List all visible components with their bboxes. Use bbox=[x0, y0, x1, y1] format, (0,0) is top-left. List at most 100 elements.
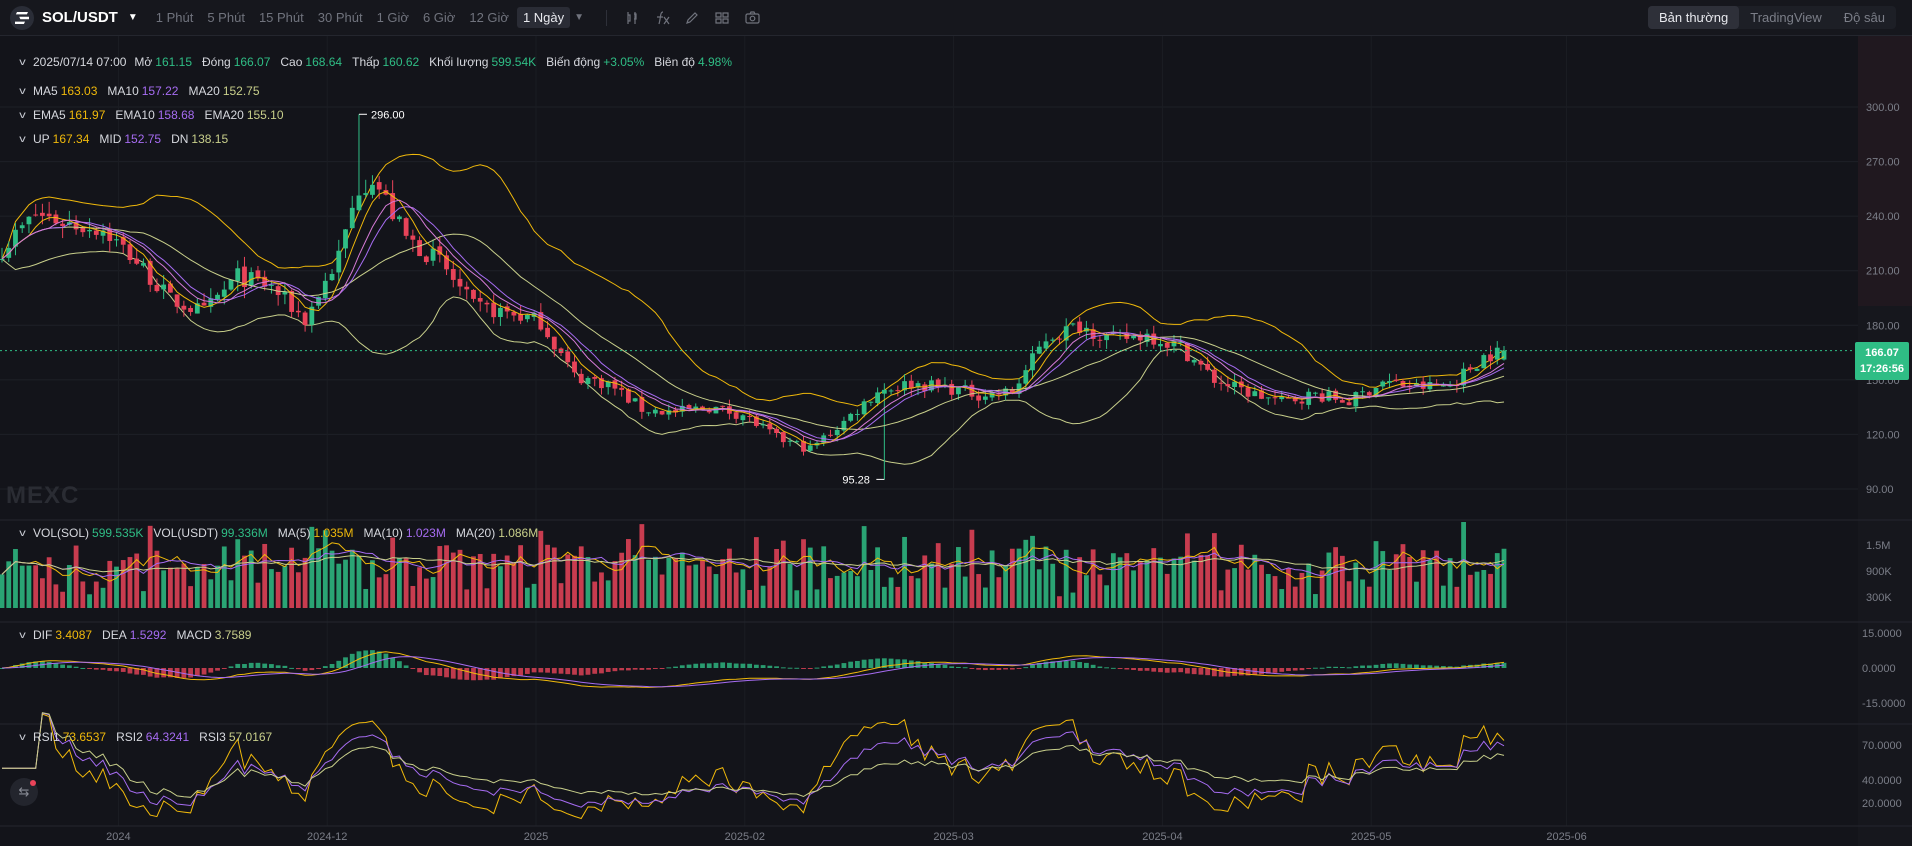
volume-bar bbox=[1306, 563, 1312, 608]
macd-histogram-bar bbox=[679, 665, 685, 668]
pair-dropdown-icon[interactable]: ▼ bbox=[127, 12, 138, 23]
candle-body bbox=[19, 225, 25, 229]
macd-histogram-bar bbox=[592, 668, 598, 674]
macd-histogram-bar bbox=[666, 667, 672, 669]
volume-bar bbox=[73, 545, 79, 608]
volume-bar bbox=[1488, 573, 1493, 608]
macd-histogram-bar bbox=[93, 668, 99, 670]
candle-body bbox=[625, 389, 631, 403]
macd-histogram-bar bbox=[141, 668, 146, 675]
price-tick-label: 300.00 bbox=[1866, 102, 1900, 114]
boll-up-label: UP bbox=[33, 132, 50, 146]
pair-selector[interactable]: SOL/USDT bbox=[42, 9, 118, 26]
boll-collapse-chevron-icon[interactable]: v bbox=[19, 133, 26, 145]
candle-body bbox=[316, 296, 321, 306]
macd-collapse-chevron-icon[interactable]: v bbox=[19, 629, 26, 641]
volume-bar bbox=[107, 560, 113, 608]
macd-histogram-bar bbox=[1131, 668, 1136, 671]
volume-bar bbox=[1131, 570, 1136, 608]
rsi2-label: RSI2 bbox=[116, 730, 143, 744]
macd-histogram-bar bbox=[524, 668, 530, 674]
volume-bar bbox=[370, 560, 375, 608]
volume-bar bbox=[619, 552, 625, 608]
timeframe-12h[interactable]: 12 Giờ bbox=[469, 10, 509, 25]
boll-mid-label: MID bbox=[99, 132, 122, 146]
candle-body bbox=[1232, 381, 1237, 388]
candle-body bbox=[861, 401, 867, 415]
vol-ma10-label: MA(10) bbox=[363, 526, 403, 540]
macd-histogram-bar bbox=[565, 668, 571, 675]
volume-bar bbox=[1252, 554, 1258, 608]
volume-bar bbox=[40, 578, 45, 608]
vol-collapse-chevron-icon[interactable]: v bbox=[19, 527, 26, 539]
volume-bar bbox=[1171, 558, 1177, 608]
view-depth[interactable]: Độ sâu bbox=[1843, 10, 1885, 25]
change-value: +3.05% bbox=[603, 55, 645, 69]
candle-body bbox=[976, 395, 982, 401]
change-label: Biến động bbox=[546, 55, 601, 69]
candle-body bbox=[1380, 381, 1386, 387]
candle-body bbox=[295, 310, 301, 313]
draw-pencil-icon[interactable] bbox=[677, 6, 707, 30]
macd-histogram-bar bbox=[1387, 663, 1392, 668]
macd-histogram-bar bbox=[605, 668, 611, 672]
rsi-collapse-chevron-icon[interactable]: v bbox=[19, 731, 26, 743]
macd-histogram-bar bbox=[875, 658, 881, 668]
timeframe-6h[interactable]: 6 Giờ bbox=[422, 10, 456, 25]
timeframe-dropdown-icon[interactable]: ▼ bbox=[574, 12, 585, 23]
timeframe-30m[interactable]: 30 Phút bbox=[317, 10, 363, 25]
volume-bar bbox=[659, 574, 665, 608]
macd-histogram-bar bbox=[403, 665, 409, 668]
candle-body bbox=[679, 405, 685, 412]
macd-histogram-bar bbox=[1427, 665, 1433, 668]
view-normal[interactable]: Bản thường bbox=[1647, 6, 1740, 29]
candlestick-chart[interactable]: 300.00270.00240.00210.00180.00150.00120.… bbox=[0, 36, 1912, 846]
macd-histogram-bar bbox=[1151, 668, 1157, 672]
layout-grid-icon[interactable] bbox=[707, 6, 737, 30]
view-tradingview[interactable]: TradingView bbox=[1750, 10, 1822, 25]
timeframe-15m[interactable]: 15 Phút bbox=[258, 10, 304, 25]
macd-histogram-bar bbox=[881, 658, 887, 668]
candle-body bbox=[787, 440, 793, 442]
volume-bar bbox=[53, 584, 59, 608]
candle-body bbox=[477, 298, 483, 302]
ma-collapse-chevron-icon[interactable]: v bbox=[19, 85, 26, 97]
candle-body bbox=[646, 412, 652, 414]
volume-bar bbox=[343, 559, 348, 608]
volume-bar bbox=[423, 578, 429, 608]
collapse-chevron-icon[interactable]: v bbox=[19, 56, 26, 68]
volume-bar bbox=[996, 577, 1002, 608]
candle-type-icon[interactable] bbox=[617, 6, 647, 30]
candle-body bbox=[659, 410, 665, 415]
mini-tools-button[interactable]: ⇆ bbox=[10, 778, 38, 806]
macd-value: 3.7589 bbox=[214, 628, 252, 642]
camera-snapshot-icon[interactable] bbox=[737, 6, 767, 30]
macd-histogram-bar bbox=[854, 660, 860, 668]
candle-body bbox=[1097, 339, 1103, 341]
volume-bar bbox=[147, 525, 153, 608]
vol-sol-value: 599.535K bbox=[92, 526, 144, 540]
boll-dn-value: 138.15 bbox=[191, 132, 229, 146]
open-label: Mở bbox=[134, 55, 153, 69]
volume-bar bbox=[949, 563, 955, 608]
volume-bar bbox=[349, 549, 355, 608]
timeframe-1d[interactable]: 1 Ngày bbox=[516, 7, 571, 28]
volume-bar bbox=[1164, 573, 1170, 608]
macd-histogram-bar bbox=[80, 667, 86, 669]
volume-bar bbox=[1414, 581, 1419, 608]
volume-bar bbox=[578, 546, 584, 608]
timeframe-1h[interactable]: 1 Giờ bbox=[376, 10, 409, 25]
candle-body bbox=[1191, 359, 1197, 363]
timeframe-5m[interactable]: 5 Phút bbox=[207, 10, 245, 25]
macd-label: MACD bbox=[176, 628, 212, 642]
vol-usdt-value: 99.336M bbox=[221, 526, 268, 540]
time-tick-label: 2025-05 bbox=[1351, 831, 1391, 843]
indicator-fx-icon[interactable] bbox=[647, 6, 677, 30]
timeframe-1m[interactable]: 1 Phút bbox=[155, 10, 194, 25]
ema-collapse-chevron-icon[interactable]: v bbox=[19, 109, 26, 121]
macd-histogram-bar bbox=[1299, 668, 1305, 671]
macd-histogram-bar bbox=[221, 668, 227, 669]
macd-histogram-bar bbox=[134, 668, 140, 675]
candle-body bbox=[269, 284, 274, 286]
macd-histogram-bar bbox=[787, 667, 793, 669]
